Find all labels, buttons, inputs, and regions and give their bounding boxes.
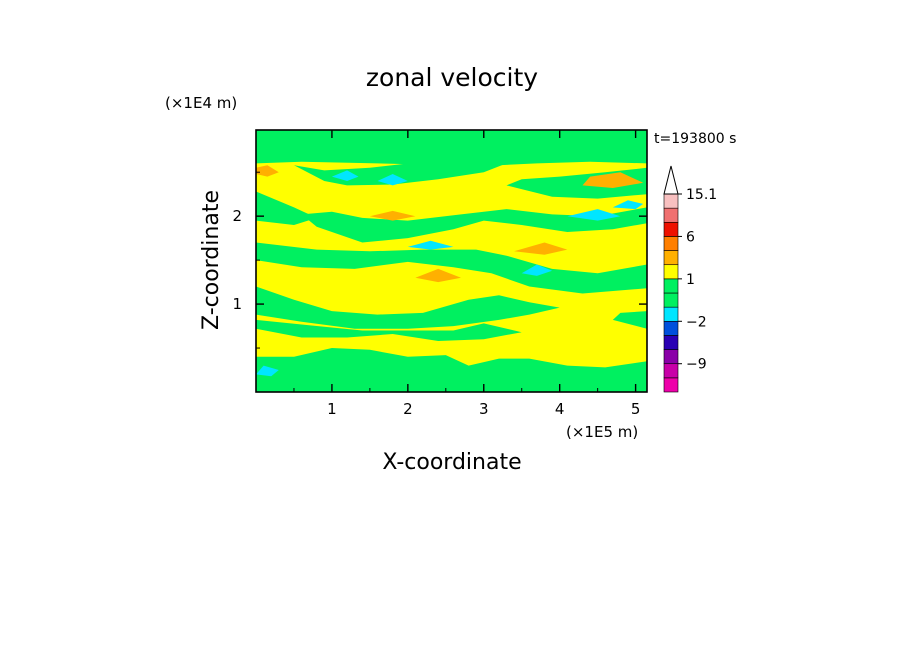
y-tick-label: 1 [232, 295, 242, 313]
x-tick-label: 1 [327, 400, 337, 418]
x-tick-label: 4 [555, 400, 565, 418]
contour-region-8 [612, 311, 647, 329]
contour-region-4 [301, 207, 647, 243]
colorbar-bin [663, 363, 679, 379]
colorbar-extension-arrow [663, 165, 679, 195]
contour-region-21 [415, 268, 461, 283]
colorbar-bin [663, 236, 679, 251]
colorbar-bin [663, 193, 679, 209]
contour-region-13 [612, 200, 644, 210]
colorbar-label: −9 [686, 357, 707, 373]
contour-region-17 [256, 165, 279, 177]
colorbar-bin [663, 306, 679, 322]
colorbar-bin [663, 349, 679, 365]
y-axis-title: Z-coordinate [199, 190, 224, 330]
colorbar-bin [663, 207, 679, 223]
colorbar-bin [663, 377, 679, 393]
y-tick-label: 2 [232, 207, 242, 225]
colorbar-label: 1 [686, 272, 695, 288]
x-tick-label: 5 [631, 400, 641, 418]
colorbar-bin [663, 292, 679, 308]
contour-region-0 [256, 130, 647, 166]
colorbar-label: −2 [686, 314, 707, 330]
contour-region-7 [256, 319, 522, 341]
contour-regions [256, 130, 647, 392]
contour-region-19 [582, 172, 644, 188]
colorbar: 15.1 6 1 −2 −9 [663, 165, 717, 393]
contour-region-6 [256, 286, 560, 329]
colorbar-bin [663, 250, 679, 266]
x-axis-title: X-coordinate [382, 450, 521, 475]
contour-region-15 [521, 264, 553, 276]
contour-region-11 [377, 174, 408, 186]
colorbar-bin [663, 335, 679, 350]
colorbar-label: 15.1 [686, 187, 717, 203]
colorbar-bin [663, 278, 679, 294]
x-tick-label: 2 [403, 400, 413, 418]
x-unit-label: (×1E5 m) [566, 423, 638, 441]
y-axis: 12 [232, 171, 647, 349]
contour-region-12 [567, 209, 621, 221]
x-axis: 1 2 3 4 5 [293, 130, 641, 418]
plot-area [255, 129, 648, 393]
y-unit-label: (×1E4 m) [165, 94, 237, 112]
chart-title: zonal velocity [366, 63, 538, 92]
contour-region-16 [256, 365, 279, 377]
plot-frame [255, 129, 648, 393]
contour-region-14 [407, 240, 454, 250]
contour-region-9 [256, 348, 647, 392]
contour-region-3 [256, 191, 317, 225]
time-label: t=193800 s [654, 131, 736, 147]
colorbar-bin [663, 221, 679, 237]
contour-region-10 [331, 170, 359, 181]
x-tick-label: 3 [479, 400, 489, 418]
colorbar-bin [663, 320, 679, 336]
contour-region-5 [256, 242, 647, 294]
contour-region-18 [369, 210, 416, 221]
colorbar-bin [663, 264, 679, 280]
colorbar-label: 6 [686, 229, 695, 245]
contour-region-20 [514, 242, 568, 255]
